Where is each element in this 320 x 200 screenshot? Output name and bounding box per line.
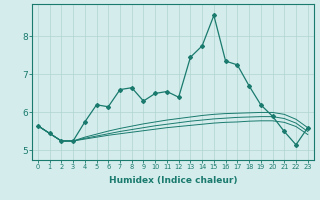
X-axis label: Humidex (Indice chaleur): Humidex (Indice chaleur)	[108, 176, 237, 185]
